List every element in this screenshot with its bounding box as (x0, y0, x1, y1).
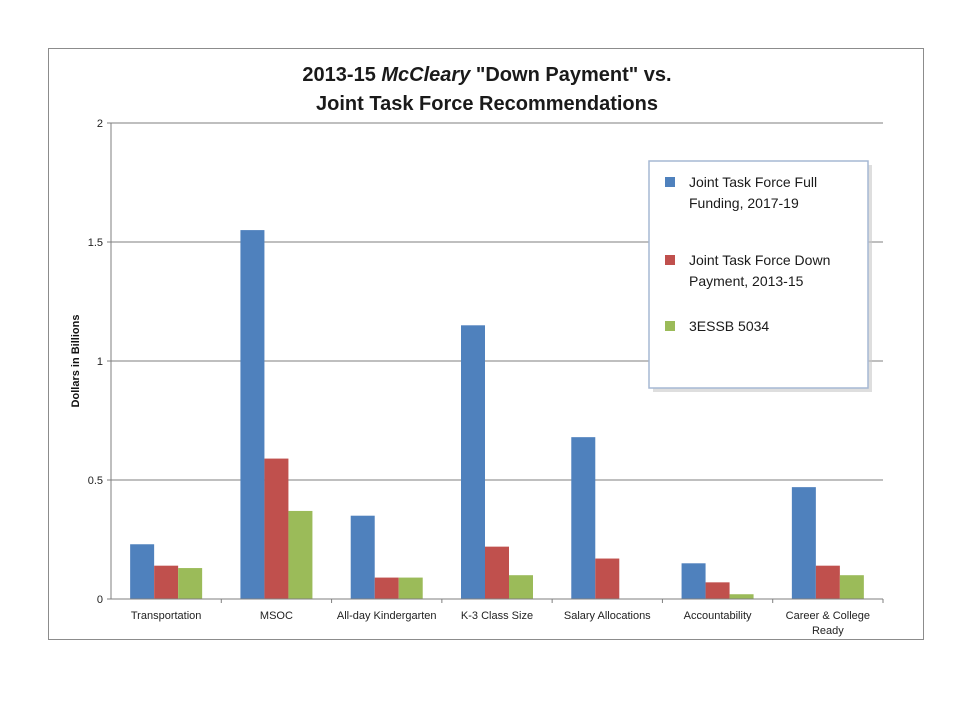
y-tick-label: 0.5 (88, 475, 103, 487)
y-tick-label: 2 (97, 118, 103, 130)
axes (107, 122, 884, 603)
bar (729, 594, 754, 599)
y-tick-label: 1 (97, 356, 103, 368)
legend-box (648, 160, 869, 389)
chart-title-line1: 2013-15 McCleary "Down Payment" vs. (302, 64, 671, 86)
legend-swatch (665, 177, 675, 187)
legend-label: Joint Task Force Down Payment, 2013-15 (689, 252, 830, 289)
bars (130, 230, 864, 599)
x-tick-labels: Transportation MSOC All-day Kindergarten K-… (131, 610, 870, 637)
chart-frame: 2013-15 McCleary "Down Payment" vs. Join… (48, 48, 924, 640)
x-tick-label: All-day Kindergarten (337, 610, 437, 622)
bar (839, 575, 864, 599)
chart-canvas: 2013-15 McCleary "Down Payment" vs. Join… (70, 64, 884, 637)
x-tick-label: Transportation (131, 610, 202, 622)
legend-label: Joint Task Force Full Funding, 2017-19 (689, 174, 817, 211)
bar (350, 515, 375, 599)
bar (398, 577, 423, 599)
bar (815, 565, 840, 599)
x-tick-label: Salary Allocations (564, 610, 651, 622)
x-tick-label: Accountability (684, 610, 752, 622)
bar (461, 325, 485, 599)
y-tick-label: 1.5 (88, 237, 103, 249)
bar (485, 546, 509, 599)
bar (571, 437, 596, 599)
bar (595, 558, 620, 599)
bar (264, 458, 289, 599)
bar (154, 565, 179, 599)
bar (509, 575, 533, 599)
y-tick-labels: 0 0.5 1 1.5 2 (88, 118, 103, 606)
bar (130, 544, 155, 599)
chart-title-line2: Joint Task Force Recommendations (316, 93, 658, 115)
bar (705, 582, 730, 599)
bar (374, 577, 399, 599)
legend-swatch (665, 255, 675, 265)
bar (178, 568, 203, 599)
x-tick-label: MSOC (260, 610, 293, 622)
bar (681, 563, 706, 599)
x-tick-label: Career & College Ready (786, 610, 870, 637)
x-tick-label: K-3 Class Size (461, 610, 533, 622)
y-tick-label: 0 (97, 594, 103, 606)
legend: Joint Task Force Full Funding, 2017-19 Joi… (648, 160, 872, 392)
bar (288, 510, 313, 599)
bar (240, 230, 265, 599)
legend-swatch (665, 321, 675, 331)
y-axis-label: Dollars in Billions (70, 315, 82, 408)
legend-label: 3ESSB 5034 (689, 318, 769, 334)
bar (791, 487, 816, 599)
